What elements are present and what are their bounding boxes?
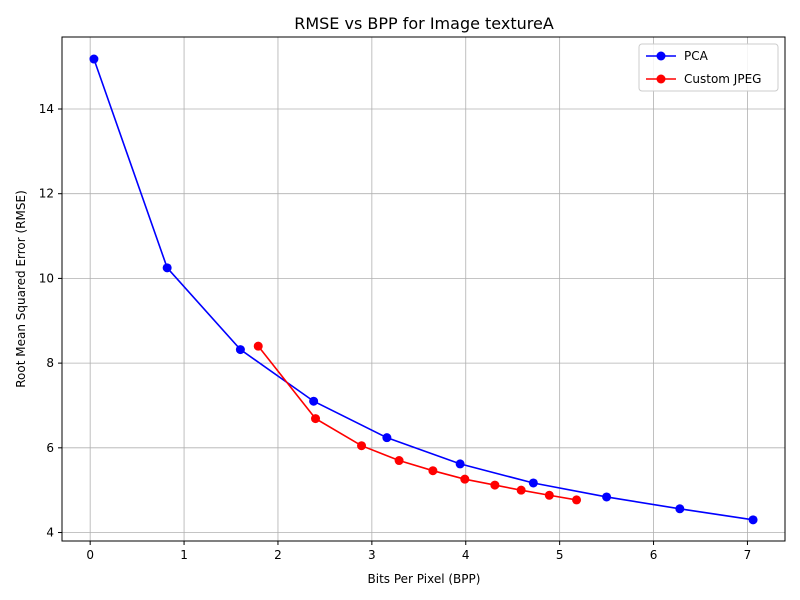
y-tick-label: 14 [39, 102, 54, 116]
grid-lines [62, 37, 785, 541]
legend-custom-jpeg-marker [656, 74, 666, 84]
x-axis-title: Bits Per Pixel (BPP) [368, 572, 481, 586]
series-layer [89, 54, 758, 525]
y-axis-title: Root Mean Squared Error (RMSE) [14, 190, 28, 388]
y-tick-label: 6 [46, 441, 54, 455]
custom-jpeg-data-point [460, 474, 470, 484]
chart-title: RMSE vs BPP for Image textureA [294, 14, 554, 33]
y-tick-label: 8 [46, 356, 54, 370]
pca-data-point [748, 515, 758, 525]
custom-jpeg-data-point [516, 485, 526, 495]
y-axis-ticks: 4 6 8 10 12 14 [39, 102, 62, 540]
legend-pca-label: PCA [684, 49, 709, 63]
pca-data-point [235, 345, 245, 355]
custom-jpeg-data-point [357, 441, 367, 451]
custom-jpeg-data-point [490, 480, 500, 490]
pca-data-point [309, 396, 319, 406]
pca-data-point [528, 478, 538, 488]
x-tick-label: 2 [274, 548, 282, 562]
y-tick-label: 4 [46, 526, 54, 540]
legend: PCA Custom JPEG [638, 43, 779, 92]
pca-data-point [602, 492, 612, 502]
pca-data-point [162, 263, 172, 273]
custom-jpeg-data-point [311, 414, 321, 424]
x-tick-label: 6 [650, 548, 658, 562]
x-tick-label: 4 [462, 548, 470, 562]
custom-jpeg-data-point [428, 466, 438, 476]
custom-jpeg-data-point [572, 495, 582, 505]
legend-pca-marker [656, 51, 666, 61]
x-axis-ticks: 0 1 2 3 4 5 6 7 [86, 541, 751, 562]
pca-data-point [675, 504, 685, 514]
pca-data-point [455, 459, 465, 469]
x-tick-label: 3 [368, 548, 376, 562]
custom-jpeg-data-point [544, 490, 554, 500]
x-tick-label: 5 [556, 548, 564, 562]
custom-jpeg-data-point [394, 456, 404, 466]
x-tick-label: 0 [86, 548, 94, 562]
pca-data-point [89, 54, 99, 64]
legend-custom-jpeg-label: Custom JPEG [684, 72, 761, 86]
custom-jpeg-series-line [257, 345, 577, 501]
custom-jpeg-data-point [253, 341, 263, 351]
pca-series-line [93, 58, 754, 521]
pca-data-point [382, 433, 392, 443]
x-tick-label: 7 [744, 548, 752, 562]
y-tick-label: 10 [39, 271, 54, 285]
plot-frame [61, 36, 786, 542]
y-tick-label: 12 [39, 187, 54, 201]
x-tick-label: 1 [180, 548, 188, 562]
